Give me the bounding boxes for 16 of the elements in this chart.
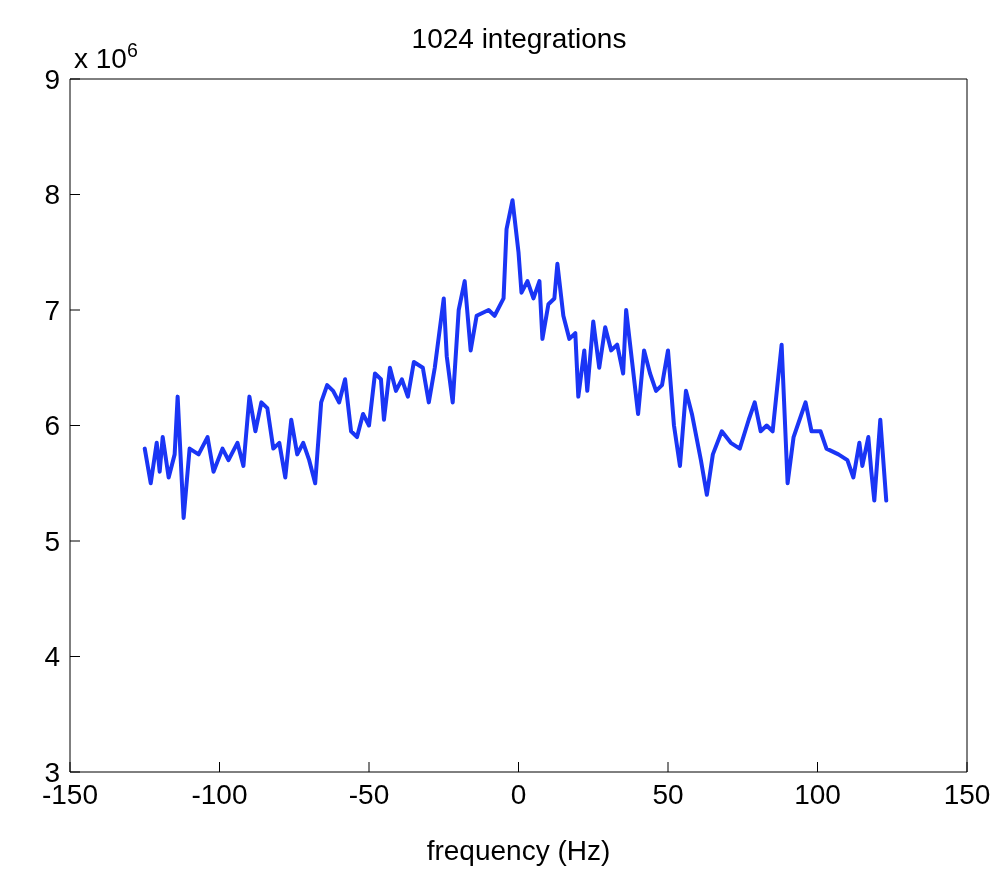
y-tick-label: 5 — [44, 525, 60, 557]
x-axis-title: frequency (Hz) — [426, 835, 611, 866]
chart-title: 1024 integrations — [411, 23, 627, 54]
y-tick-label: 8 — [44, 179, 60, 211]
x-tick-label: 50 — [652, 778, 684, 810]
y-tick-label: 7 — [44, 294, 60, 326]
line-series — [142, 198, 889, 520]
y-tick-label: 6 — [44, 410, 60, 442]
text: x 10$^{6}$ — [74, 39, 138, 74]
x-tick-label: 150 — [943, 778, 991, 810]
x-tick-label: -50 — [348, 778, 390, 810]
x-tick-label: -100 — [191, 778, 248, 810]
x-tick-label: 100 — [794, 778, 841, 810]
x-tick-label: 0 — [510, 778, 527, 810]
y-tick-label: 4 — [44, 641, 60, 673]
y-tick-label: 9 — [44, 63, 60, 95]
